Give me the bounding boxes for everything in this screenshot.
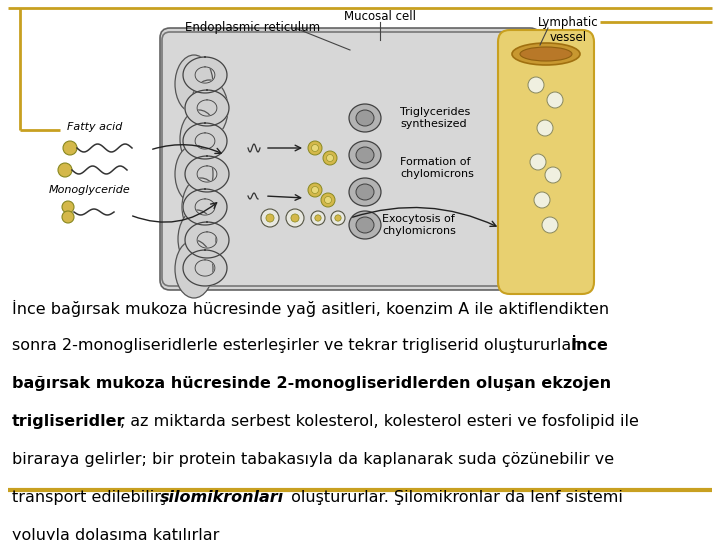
FancyBboxPatch shape — [162, 32, 533, 286]
Circle shape — [311, 211, 325, 225]
Ellipse shape — [190, 80, 228, 138]
Text: biraraya gelirler; bir protein tabakasıyla da kaplanarak suda çözünebilir ve: biraraya gelirler; bir protein tabakasıy… — [12, 452, 614, 467]
Ellipse shape — [349, 211, 381, 239]
Text: Triglycerides
synthesized: Triglycerides synthesized — [400, 107, 470, 129]
Ellipse shape — [349, 178, 381, 206]
Circle shape — [542, 217, 558, 233]
Ellipse shape — [349, 104, 381, 132]
Polygon shape — [185, 156, 229, 192]
Text: İnce bağırsak mukoza hücresinde yağ asitleri, koenzim A ile aktiflendikten: İnce bağırsak mukoza hücresinde yağ asit… — [12, 300, 609, 317]
Text: Endoplasmic reticulum: Endoplasmic reticulum — [185, 22, 320, 35]
Ellipse shape — [520, 47, 572, 61]
Circle shape — [545, 167, 561, 183]
Circle shape — [63, 141, 77, 155]
Ellipse shape — [349, 141, 381, 169]
Text: oluştururlar. Şilomikronlar da lenf sistemi: oluştururlar. Şilomikronlar da lenf sist… — [286, 490, 623, 505]
Ellipse shape — [175, 145, 213, 203]
Ellipse shape — [356, 217, 374, 233]
Text: sonra 2-monogliseridlerle esterleşirler ve tekrar trigliserid oluştururlar.: sonra 2-monogliseridlerle esterleşirler … — [12, 338, 587, 353]
Ellipse shape — [180, 110, 218, 168]
Text: şilomikronları: şilomikronları — [160, 490, 284, 505]
Text: transport edilebilir: transport edilebilir — [12, 490, 166, 505]
Circle shape — [335, 215, 341, 221]
Circle shape — [530, 154, 546, 170]
Text: Lymphatic
vessel: Lymphatic vessel — [538, 16, 598, 44]
Ellipse shape — [182, 178, 220, 236]
Ellipse shape — [356, 147, 374, 163]
Text: Formation of
chylomicrons: Formation of chylomicrons — [400, 157, 474, 179]
Text: yoluyla dolaşıma katılırlar: yoluyla dolaşıma katılırlar — [12, 528, 220, 540]
Text: İnce: İnce — [570, 338, 608, 353]
Ellipse shape — [175, 55, 213, 113]
Circle shape — [326, 154, 333, 161]
Circle shape — [331, 211, 345, 225]
Ellipse shape — [178, 210, 216, 268]
FancyBboxPatch shape — [160, 28, 540, 290]
Circle shape — [325, 197, 331, 204]
Circle shape — [321, 193, 335, 207]
Circle shape — [266, 214, 274, 222]
Circle shape — [528, 77, 544, 93]
Circle shape — [286, 209, 304, 227]
Text: Fatty acid: Fatty acid — [67, 122, 122, 132]
Circle shape — [308, 183, 322, 197]
Polygon shape — [183, 250, 227, 286]
Circle shape — [537, 120, 553, 136]
Polygon shape — [183, 57, 227, 93]
Ellipse shape — [356, 184, 374, 200]
Text: Exocytosis of
chylomicrons: Exocytosis of chylomicrons — [382, 214, 456, 236]
FancyBboxPatch shape — [498, 30, 594, 294]
Circle shape — [62, 201, 74, 213]
Text: trigliseridler: trigliseridler — [12, 414, 125, 429]
Circle shape — [291, 214, 299, 222]
Text: Monoglyceride: Monoglyceride — [49, 185, 131, 195]
Text: Mucosal cell: Mucosal cell — [344, 10, 416, 23]
Polygon shape — [183, 189, 227, 225]
Ellipse shape — [356, 110, 374, 126]
Circle shape — [62, 211, 74, 223]
Circle shape — [312, 186, 318, 193]
Ellipse shape — [175, 240, 213, 298]
Ellipse shape — [512, 43, 580, 65]
Circle shape — [315, 215, 321, 221]
Circle shape — [323, 151, 337, 165]
Text: , az miktarda serbest kolesterol, kolesterol esteri ve fosfolipid ile: , az miktarda serbest kolesterol, kolest… — [120, 414, 639, 429]
Polygon shape — [185, 90, 229, 126]
Text: bağırsak mukoza hücresinde 2-monogliseridlerden oluşan ekzojen: bağırsak mukoza hücresinde 2-monogliseri… — [12, 376, 611, 391]
Polygon shape — [185, 222, 229, 258]
Circle shape — [58, 163, 72, 177]
Circle shape — [312, 145, 318, 152]
Circle shape — [534, 192, 550, 208]
Circle shape — [308, 141, 322, 155]
Circle shape — [547, 92, 563, 108]
Polygon shape — [183, 123, 227, 159]
Circle shape — [261, 209, 279, 227]
